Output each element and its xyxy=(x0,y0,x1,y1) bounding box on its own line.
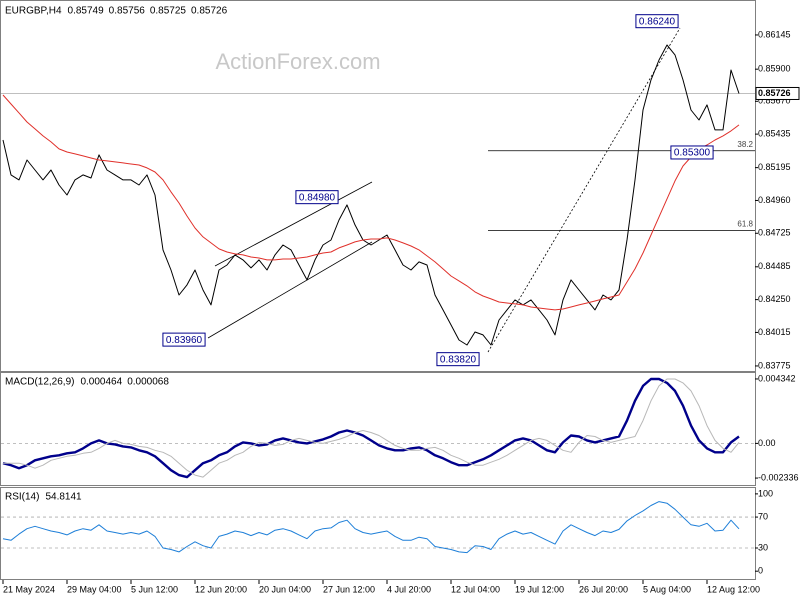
macd-panel xyxy=(0,372,756,486)
y-tick-label: 0.84485 xyxy=(758,261,791,271)
x-tick-label: 19 Jul 12:00 xyxy=(515,584,564,594)
x-tick-label: 5 Jun 12:00 xyxy=(131,584,178,594)
y-tick-label: 0.86145 xyxy=(758,29,791,39)
fib-label: 61.8 xyxy=(737,220,753,229)
annotation-box xyxy=(295,190,339,205)
annotation-label: 0.83820 xyxy=(440,354,477,365)
y-tick-label: 0.84960 xyxy=(758,195,791,205)
x-tick-label: 29 May 04:00 xyxy=(67,584,122,594)
x-tick-label: 12 Aug 12:00 xyxy=(707,584,760,594)
channel-upper xyxy=(214,181,373,267)
series-line xyxy=(2,377,740,479)
annotation-box xyxy=(162,332,206,347)
fib-label: 38.2 xyxy=(737,140,753,149)
y-tick-label: 0.85900 xyxy=(758,64,791,74)
annotation-box xyxy=(635,14,679,29)
fib-trend-line xyxy=(487,27,681,353)
y-tick-label: 0.84250 xyxy=(758,294,791,304)
y-tick-label: 0.84725 xyxy=(758,228,791,238)
x-tick-label: 5 Aug 04:00 xyxy=(643,584,691,594)
x-tick-label: 27 Jun 12:00 xyxy=(323,584,375,594)
y-tick-label: 0.00 xyxy=(758,438,776,448)
series-line xyxy=(2,94,740,311)
main-panel xyxy=(0,0,756,372)
header-value: 54.8141 xyxy=(45,492,82,503)
last-price-box xyxy=(755,86,800,100)
last-price-label: 0.85726 xyxy=(758,88,791,98)
annotation-label: 0.85300 xyxy=(674,148,711,159)
y-tick-label: 0.85195 xyxy=(758,162,791,172)
header-value: 0.000464 xyxy=(80,377,122,388)
header-value: 0.85726 xyxy=(191,6,228,17)
x-tick-label: 4 Jul 20:00 xyxy=(387,584,431,594)
panel-title: RSI(14) xyxy=(5,492,39,503)
y-tick-label: 0.84015 xyxy=(758,327,791,337)
annotation-label: 0.86240 xyxy=(639,16,676,27)
y-tick-label: 0 xyxy=(758,566,763,576)
watermark: ActionForex.com xyxy=(215,49,380,74)
header-value: 0.85756 xyxy=(109,6,146,17)
y-tick-label: 0.83775 xyxy=(758,360,791,370)
annotation-label: 0.84980 xyxy=(299,192,336,203)
annotation-label: 0.83960 xyxy=(166,335,203,346)
channel-lower xyxy=(207,241,373,339)
series-line xyxy=(2,44,740,346)
x-tick-label: 20 Jun 04:00 xyxy=(259,584,311,594)
x-tick-label: 21 May 2024 xyxy=(3,584,55,594)
x-tick-label: 12 Jul 04:00 xyxy=(451,584,500,594)
y-tick-label: 0.004342 xyxy=(758,373,796,383)
rsi-panel xyxy=(0,487,756,580)
y-tick-label: 70 xyxy=(758,511,768,521)
header-value: 0.000068 xyxy=(127,377,169,388)
panel-title: EURGBP,H4 xyxy=(5,6,62,17)
annotation-box xyxy=(436,352,480,367)
header-value: 0.85749 xyxy=(68,6,105,17)
y-tick-label: -0.002336 xyxy=(758,472,799,482)
x-tick-label: 26 Jul 20:00 xyxy=(579,584,628,594)
y-tick-label: 0.85670 xyxy=(758,96,791,106)
header-value: 0.85725 xyxy=(150,6,187,17)
series-line xyxy=(2,501,740,554)
y-tick-label: 30 xyxy=(758,542,768,552)
x-tick-label: 12 Jun 20:00 xyxy=(195,584,247,594)
y-tick-label: 100 xyxy=(758,488,773,498)
y-tick-label: 0.85435 xyxy=(758,128,791,138)
panel-title: MACD(12,26,9) xyxy=(5,377,74,388)
series-line xyxy=(3,378,740,478)
annotation-box xyxy=(670,145,714,160)
